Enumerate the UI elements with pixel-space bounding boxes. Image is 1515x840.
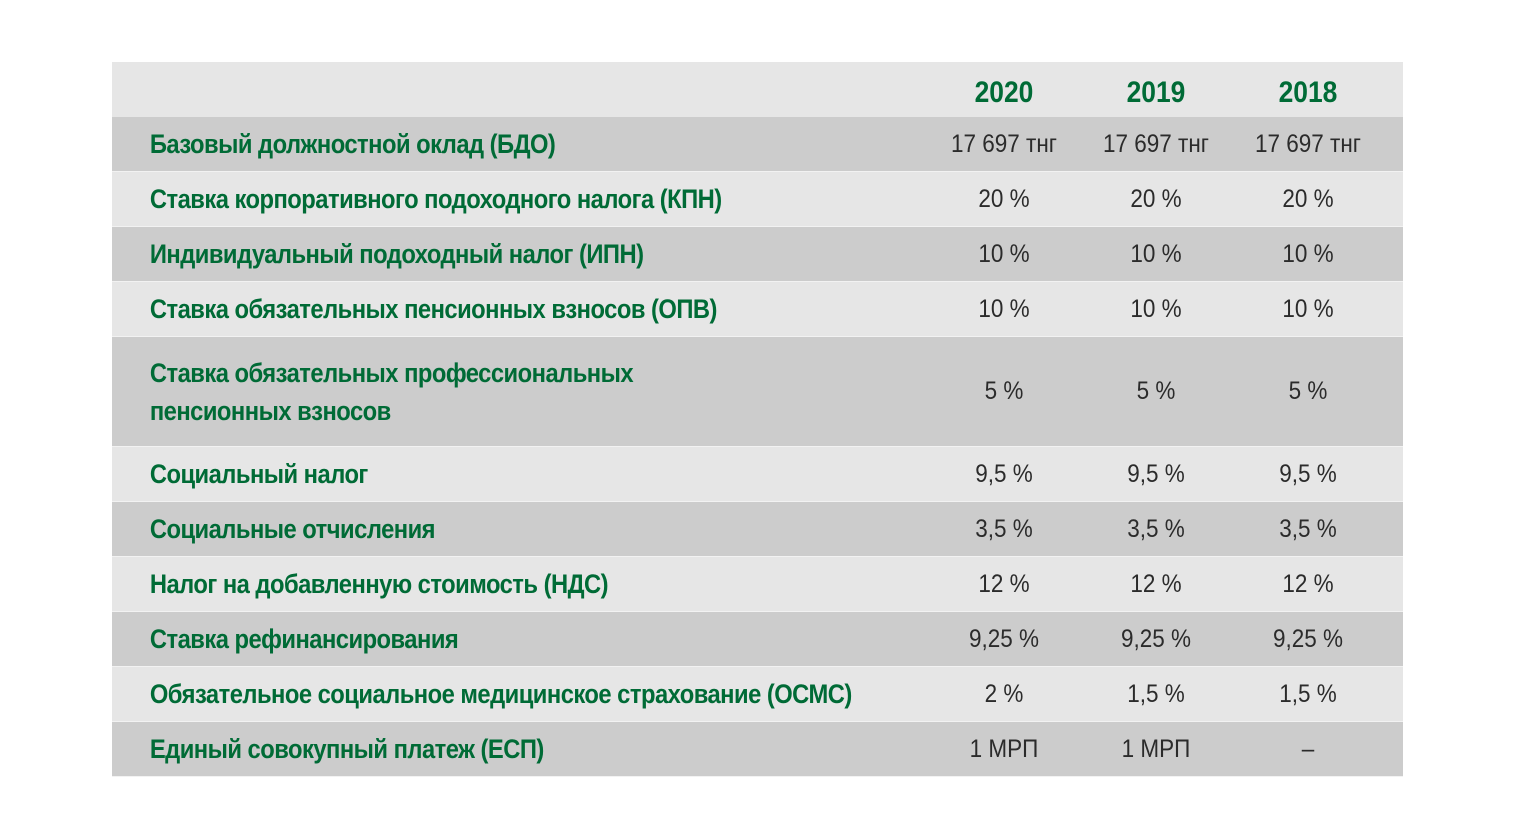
table-row: Индивидуальный подоходный налог (ИПН) 10…: [112, 227, 1403, 282]
row-label: Ставка обязательных профессиональных пен…: [112, 354, 825, 430]
cell-2020: 5 %: [984, 377, 1024, 405]
cell-2018: 10 %: [1282, 294, 1334, 323]
table-row: Ставка корпоративного подоходного налога…: [112, 172, 1403, 227]
row-label: Ставка обязательных пенсионных взносов (…: [149, 294, 718, 324]
cell-2020: 9,25 %: [968, 624, 1040, 653]
cell-2018: 17 697 тнг: [1254, 129, 1362, 158]
table-row: Социальные отчисления 3,5 % 3,5 % 3,5 %: [112, 502, 1403, 557]
row-label: Социальный налог: [149, 459, 368, 489]
cell-2018: 12 %: [1282, 569, 1334, 598]
cell-2018: 5 %: [1288, 377, 1328, 405]
column-header-2019: 2019: [1126, 75, 1186, 109]
cell-2019: 17 697 тнг: [1102, 129, 1210, 158]
table-row: Базовый должностной оклад (БДО) 17 697 т…: [112, 117, 1403, 172]
cell-2018: –: [1301, 734, 1315, 763]
row-label: Ставка рефинансирования: [149, 624, 459, 654]
cell-2019: 1,5 %: [1127, 679, 1185, 708]
cell-2020: 3,5 %: [975, 514, 1033, 543]
cell-2018: 20 %: [1282, 184, 1334, 213]
row-label: Единый совокупный платеж (ЕСП): [149, 734, 544, 764]
cell-2019: 12 %: [1130, 569, 1182, 598]
row-label: Ставка корпоративного подоходного налога…: [149, 184, 722, 214]
row-label-line-1: Ставка обязательных профессиональных: [149, 357, 634, 388]
row-label: Базовый должностной оклад (БДО): [149, 129, 556, 159]
cell-2019: 9,5 %: [1127, 459, 1185, 488]
row-label: Социальные отчисления: [149, 514, 436, 544]
cell-2020: 17 697 тнг: [950, 129, 1058, 158]
cell-2020: 10 %: [978, 294, 1030, 323]
row-label-line-2: пенсионных взносов: [149, 395, 391, 426]
cell-2018: 3,5 %: [1279, 514, 1337, 543]
cell-2019: 9,25 %: [1120, 624, 1192, 653]
cell-2019: 5 %: [1136, 377, 1176, 405]
table-header-row: 2020 2019 2018: [112, 62, 1403, 117]
table-row: Налог на добавленную стоимость (НДС) 12 …: [112, 557, 1403, 612]
cell-2020: 20 %: [978, 184, 1030, 213]
row-label: Налог на добавленную стоимость (НДС): [149, 569, 609, 599]
table-row: Ставка обязательных пенсионных взносов (…: [112, 282, 1403, 337]
table-row: Ставка обязательных профессиональных пен…: [112, 337, 1403, 447]
cell-2018: 10 %: [1282, 239, 1334, 268]
row-label: Индивидуальный подоходный налог (ИПН): [149, 239, 644, 269]
cell-2020: 1 МРП: [969, 734, 1039, 763]
cell-2020: 12 %: [978, 569, 1030, 598]
table-row: Ставка рефинансирования 9,25 % 9,25 % 9,…: [112, 612, 1403, 667]
cell-2019: 10 %: [1130, 294, 1182, 323]
cell-2019: 10 %: [1130, 239, 1182, 268]
table-row: Обязательное социальное медицинское стра…: [112, 667, 1403, 722]
cell-2020: 10 %: [978, 239, 1030, 268]
column-header-2018: 2018: [1278, 75, 1338, 109]
cell-2018: 9,5 %: [1279, 459, 1337, 488]
cell-2019: 3,5 %: [1127, 514, 1185, 543]
table-row: Единый совокупный платеж (ЕСП) 1 МРП 1 М…: [112, 722, 1403, 777]
row-label: Обязательное социальное медицинское стра…: [149, 679, 852, 709]
cell-2020: 2 %: [984, 679, 1024, 708]
cell-2018: 1,5 %: [1279, 679, 1337, 708]
tax-rates-table: 2020 2019 2018 Базовый должностной оклад…: [112, 62, 1403, 777]
cell-2020: 9,5 %: [975, 459, 1033, 488]
cell-2018: 9,25 %: [1272, 624, 1344, 653]
table-row: Социальный налог 9,5 % 9,5 % 9,5 %: [112, 447, 1403, 502]
cell-2019: 1 МРП: [1121, 734, 1191, 763]
column-header-2020: 2020: [974, 75, 1034, 109]
cell-2019: 20 %: [1130, 184, 1182, 213]
